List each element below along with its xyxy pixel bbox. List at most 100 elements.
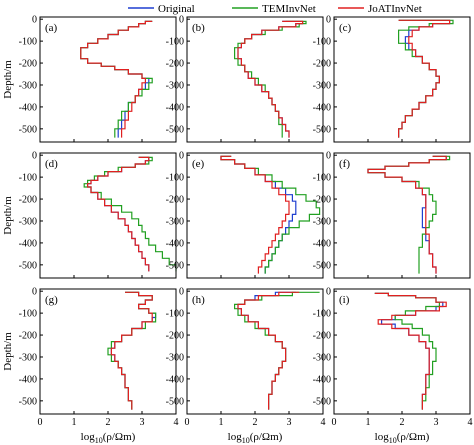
- panel-label: (f): [339, 158, 350, 170]
- x-tick-label: 0: [38, 417, 43, 428]
- panel-c: 0 -100 -200 -300 -400 -500 (c): [313, 15, 471, 143]
- legend-label-1: TEMInvNet: [262, 3, 316, 15]
- x-tick-label: 0: [332, 417, 337, 428]
- x-axis-label: log10(ρ/Ωm): [81, 431, 136, 445]
- panel-f: 0 -100 -200 -300 -400 -500 (f): [313, 151, 471, 279]
- y-tick-label: 0: [179, 151, 184, 162]
- x-tick-label: 3: [434, 417, 439, 428]
- x-tick-label: 4: [321, 417, 326, 428]
- series-original: [398, 19, 451, 138]
- y-tick-label: -100: [313, 37, 331, 48]
- panel-label: (d): [45, 158, 58, 170]
- y-tick-label: -400: [313, 374, 331, 385]
- x-tick-label: 2: [400, 417, 405, 428]
- panel-b: 0 -100 -200 -300 -400 -500 (b): [166, 15, 324, 143]
- y-tick-label: -400: [19, 238, 37, 249]
- y-tick-label: -200: [313, 59, 331, 70]
- series-joatinvnet: [80, 20, 153, 138]
- x-tick-label: 3: [287, 417, 292, 428]
- y-tick-label: -300: [313, 352, 331, 363]
- x-tick-label: 4: [468, 417, 473, 428]
- y-tick-label: -400: [313, 238, 331, 249]
- y-tick-label: -200: [166, 195, 184, 206]
- y-tick-label: 0: [32, 287, 37, 298]
- series-joatinvnet: [237, 291, 300, 410]
- y-tick-label: -200: [166, 331, 184, 342]
- y-tick-label: -300: [19, 352, 37, 363]
- x-tick-label: 2: [106, 417, 111, 428]
- y-tick-label: -500: [313, 396, 331, 407]
- y-tick-label: 0: [32, 151, 37, 162]
- panels: 0 -100 -200 -300 -400 -500 (a) 0 -100 -200 -300 -40…: [19, 15, 473, 428]
- y-tick-label: -200: [19, 59, 37, 70]
- y-tick-label: -500: [19, 260, 37, 271]
- series-teminvnet: [220, 155, 321, 274]
- axis-labels: Depth/m Depth/m Depth/m log10(ρ/Ωm) log10(ρ/…: [2, 60, 430, 445]
- x-tick-label: 2: [253, 417, 258, 428]
- y-tick-label: -100: [19, 37, 37, 48]
- y-tick-label: -100: [313, 309, 331, 320]
- series-teminvnet: [398, 19, 454, 138]
- y-tick-label: -400: [313, 102, 331, 113]
- y-tick-label: -200: [19, 195, 37, 206]
- series-joatinvnet: [367, 155, 447, 274]
- y-tick-label: -400: [19, 374, 37, 385]
- y-tick-label: 0: [179, 15, 184, 26]
- y-tick-label: -500: [166, 396, 184, 407]
- y-axis-label: Depth/m: [2, 332, 14, 371]
- y-tick-label: 0: [326, 15, 331, 26]
- y-tick-label: -400: [166, 374, 184, 385]
- series-teminvnet: [83, 156, 177, 272]
- y-tick-label: -300: [166, 352, 184, 363]
- y-tick-label: -300: [19, 80, 37, 91]
- y-axis-label: Depth/m: [2, 60, 14, 99]
- y-tick-label: 0: [32, 15, 37, 26]
- y-tick-label: -300: [166, 216, 184, 227]
- legend-label-2: JoATInvNet: [368, 3, 422, 15]
- y-tick-label: -200: [313, 331, 331, 342]
- y-tick-label: -500: [313, 260, 331, 271]
- y-tick-label: -100: [19, 173, 37, 184]
- x-axis-label: log10(ρ/Ωm): [228, 431, 283, 445]
- y-tick-label: -200: [19, 331, 37, 342]
- x-axis-label: log10(ρ/Ωm): [375, 431, 430, 445]
- y-tick-label: 0: [179, 287, 184, 298]
- y-axis-label: Depth/m: [2, 196, 14, 235]
- x-tick-label: 1: [72, 417, 77, 428]
- series-original: [237, 291, 296, 410]
- series-teminvnet: [367, 155, 451, 274]
- y-tick-label: -400: [19, 102, 37, 113]
- panel-label: (g): [45, 294, 58, 306]
- series-joatinvnet: [87, 156, 150, 272]
- panel-label: (h): [192, 294, 205, 306]
- panel-e: 0 -100 -200 -300 -400 -500 (e): [166, 151, 324, 279]
- x-tick-label: 3: [140, 417, 145, 428]
- y-tick-label: -300: [313, 80, 331, 91]
- plot-frame: [333, 288, 471, 415]
- y-tick-label: -500: [166, 260, 184, 271]
- y-tick-label: -100: [166, 37, 184, 48]
- panel-label: (i): [339, 294, 350, 306]
- series-joatinvnet: [220, 155, 290, 274]
- x-tick-label: 4: [174, 417, 179, 428]
- plot-frame: [333, 152, 471, 279]
- series-joatinvnet: [110, 291, 153, 410]
- series-teminvnet: [80, 20, 153, 138]
- y-tick-label: -500: [166, 124, 184, 135]
- x-tick-label: 1: [366, 417, 371, 428]
- series-joatinvnet: [237, 20, 304, 138]
- y-tick-label: -200: [313, 195, 331, 206]
- series-teminvnet: [234, 291, 320, 410]
- series-original: [80, 20, 153, 138]
- series-joatinvnet: [374, 292, 447, 410]
- panel-label: (b): [192, 22, 205, 34]
- y-tick-label: 0: [326, 287, 331, 298]
- panel-label: (a): [45, 22, 58, 34]
- y-tick-label: -400: [166, 238, 184, 249]
- y-tick-label: -100: [313, 173, 331, 184]
- panel-d: 0 -100 -200 -300 -400 -500 (d): [19, 151, 177, 279]
- y-tick-label: -300: [166, 80, 184, 91]
